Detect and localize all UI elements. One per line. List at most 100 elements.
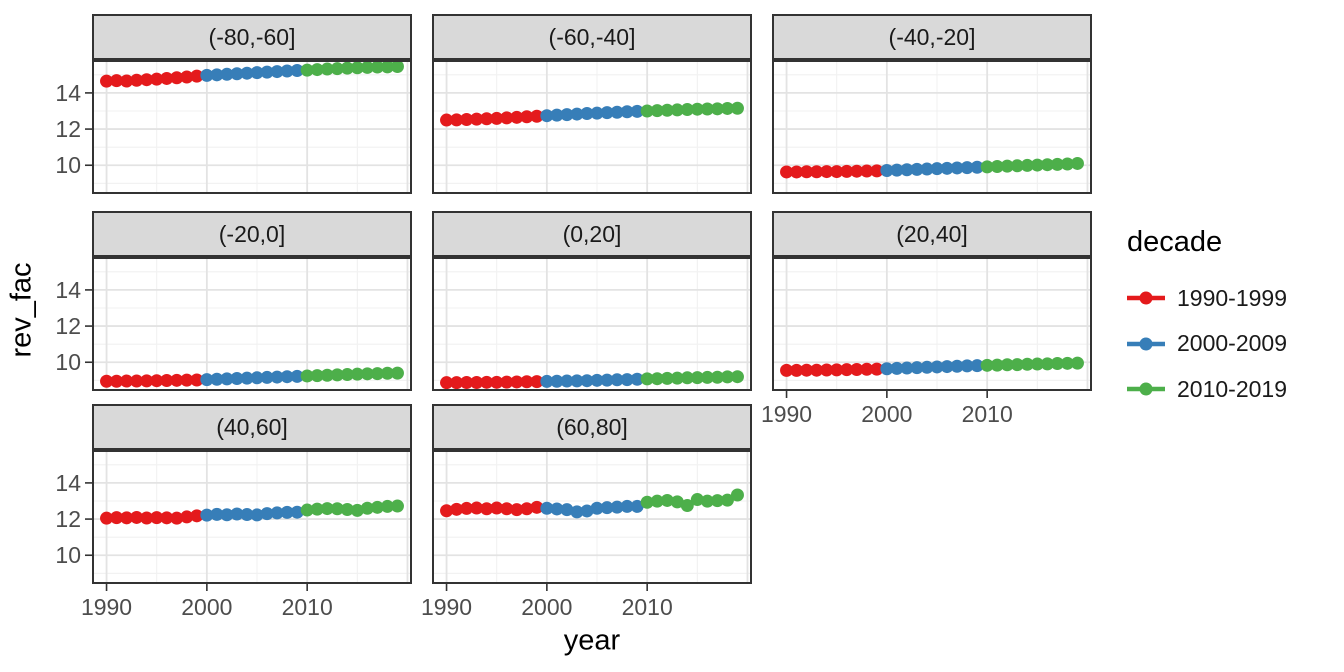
data-point — [640, 495, 654, 509]
data-point — [440, 504, 454, 518]
data-point — [930, 360, 944, 374]
data-point — [160, 71, 174, 85]
data-point — [690, 371, 704, 385]
data-point — [840, 363, 854, 377]
data-point — [710, 102, 724, 116]
facet-strip: (20,40] — [772, 211, 1092, 257]
data-points — [100, 499, 404, 525]
y-tick-label: 10 — [55, 349, 81, 376]
data-point — [270, 65, 284, 79]
data-point — [350, 503, 364, 517]
facet-strip: (-60,-40] — [432, 14, 752, 60]
data-point — [970, 160, 984, 174]
data-point — [490, 501, 504, 515]
data-point — [490, 375, 504, 389]
data-point — [340, 61, 354, 75]
data-point — [520, 375, 534, 389]
x-axis-title: year — [563, 624, 621, 657]
facet-panel — [432, 257, 752, 391]
data-point — [1050, 157, 1064, 171]
data-point — [450, 502, 464, 516]
data-point — [920, 360, 934, 374]
legend-entry: 2010-2019 — [1127, 376, 1287, 402]
data-point — [490, 111, 504, 125]
data-point — [600, 106, 614, 120]
data-point — [290, 505, 304, 519]
data-point — [940, 360, 954, 374]
data-point — [480, 375, 494, 389]
data-point — [810, 165, 824, 179]
facet-strip-label: (60,80] — [556, 413, 628, 440]
data-point — [570, 374, 584, 388]
data-point — [480, 112, 494, 126]
data-point — [240, 371, 254, 385]
facet-strip-label: (-80,-60] — [208, 23, 296, 50]
data-point — [800, 363, 814, 377]
data-point — [200, 68, 214, 82]
data-point — [170, 373, 184, 387]
y-tick-label: 14 — [55, 469, 81, 496]
data-point — [680, 103, 694, 117]
data-point — [200, 508, 214, 522]
data-point — [160, 374, 174, 388]
data-point — [190, 373, 204, 387]
data-point — [1050, 357, 1064, 371]
facet-strip-label: (-20,0] — [218, 220, 286, 247]
data-point — [1060, 157, 1074, 171]
data-point — [670, 103, 684, 117]
data-point — [690, 102, 704, 116]
data-point — [840, 164, 854, 178]
data-points — [100, 60, 404, 88]
y-axis-title: rev_fac — [5, 262, 38, 358]
data-point — [330, 62, 344, 76]
data-point — [510, 110, 524, 124]
data-point — [300, 369, 314, 383]
data-points — [780, 156, 1084, 179]
data-point — [590, 501, 604, 515]
data-point — [950, 161, 964, 175]
data-point — [610, 500, 624, 514]
data-point — [330, 502, 344, 516]
data-point — [1000, 358, 1014, 372]
data-point — [630, 104, 644, 118]
data-point — [300, 63, 314, 77]
data-point — [550, 374, 564, 388]
data-point — [690, 493, 704, 507]
data-point — [100, 74, 114, 88]
data-point — [300, 503, 314, 517]
data-point — [1060, 356, 1074, 370]
data-point — [730, 488, 744, 502]
data-point — [1000, 159, 1014, 173]
data-point — [320, 368, 334, 382]
data-point — [620, 373, 634, 387]
x-tick-label: 1990 — [420, 594, 473, 620]
data-point — [190, 509, 204, 523]
data-points — [440, 370, 744, 390]
legend-title: decade — [1127, 226, 1223, 258]
data-point — [730, 101, 744, 115]
y-tick-label: 10 — [55, 152, 81, 179]
data-point — [540, 374, 554, 388]
facet-panel — [85, 450, 412, 591]
data-point — [380, 60, 394, 74]
data-point — [130, 374, 144, 388]
data-point — [680, 499, 694, 513]
data-point — [170, 71, 184, 85]
data-point — [190, 69, 204, 83]
data-point — [470, 112, 484, 126]
data-point — [340, 368, 354, 382]
facet-strip-label: (20,40] — [896, 220, 968, 247]
facet-strip-label: (40,60] — [216, 413, 288, 440]
data-point — [990, 160, 1004, 174]
data-point — [250, 371, 264, 385]
data-point — [310, 502, 324, 516]
data-point — [1040, 158, 1054, 172]
data-point — [170, 511, 184, 525]
data-point — [360, 60, 374, 74]
data-point — [890, 163, 904, 177]
facet-strip-label: (-60,-40] — [548, 23, 636, 50]
data-point — [720, 101, 734, 115]
data-point — [530, 109, 544, 123]
data-point — [240, 508, 254, 522]
